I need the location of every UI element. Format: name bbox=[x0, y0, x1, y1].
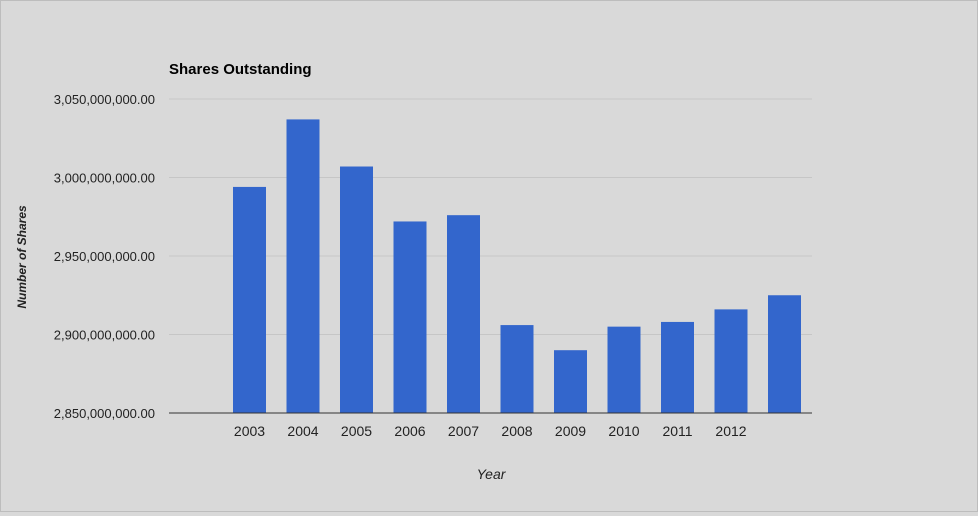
gridlines bbox=[169, 98, 812, 335]
bar[interactable] bbox=[607, 326, 641, 413]
y-tick-label: 2,850,000,000.00 bbox=[54, 406, 155, 421]
x-tick-label: 2012 bbox=[715, 423, 746, 439]
y-tick-label: 3,000,000,000.00 bbox=[54, 171, 155, 186]
bar[interactable] bbox=[393, 221, 427, 413]
x-axis-ticks: 2003 2004 2005 2006 2007 2008 2009 2010 2011 2012 bbox=[234, 423, 747, 439]
bar[interactable] bbox=[661, 321, 694, 413]
x-tick-label: 2011 bbox=[662, 423, 692, 439]
x-tick-label: 2006 bbox=[394, 423, 425, 439]
y-tick-label: 2,900,000,000.00 bbox=[54, 328, 155, 343]
chart-title: Shares Outstanding bbox=[169, 61, 312, 78]
bars bbox=[233, 119, 801, 413]
bar[interactable] bbox=[286, 119, 320, 413]
x-axis-label: Year bbox=[477, 466, 507, 482]
x-tick-label: 2009 bbox=[555, 423, 586, 439]
bar[interactable] bbox=[500, 325, 534, 413]
y-axis-label: Number of Shares bbox=[15, 205, 29, 309]
x-tick-label: 2005 bbox=[341, 423, 372, 439]
y-tick-label: 3,050,000,000.00 bbox=[54, 92, 155, 107]
bar[interactable] bbox=[447, 215, 480, 413]
bar[interactable] bbox=[554, 350, 587, 413]
y-axis-ticks: 2,850,000,000.00 2,900,000,000.00 2,950,00… bbox=[54, 92, 155, 421]
bar[interactable] bbox=[714, 309, 748, 413]
x-tick-label: 2010 bbox=[608, 423, 639, 439]
x-tick-label: 2003 bbox=[234, 423, 265, 439]
x-tick-label: 2008 bbox=[501, 423, 532, 439]
x-tick-label: 2007 bbox=[448, 423, 479, 439]
bar[interactable] bbox=[768, 295, 801, 413]
bar[interactable] bbox=[233, 186, 266, 413]
y-tick-label: 2,950,000,000.00 bbox=[54, 249, 155, 264]
x-tick-label: 2004 bbox=[287, 423, 318, 439]
bar[interactable] bbox=[340, 166, 373, 413]
